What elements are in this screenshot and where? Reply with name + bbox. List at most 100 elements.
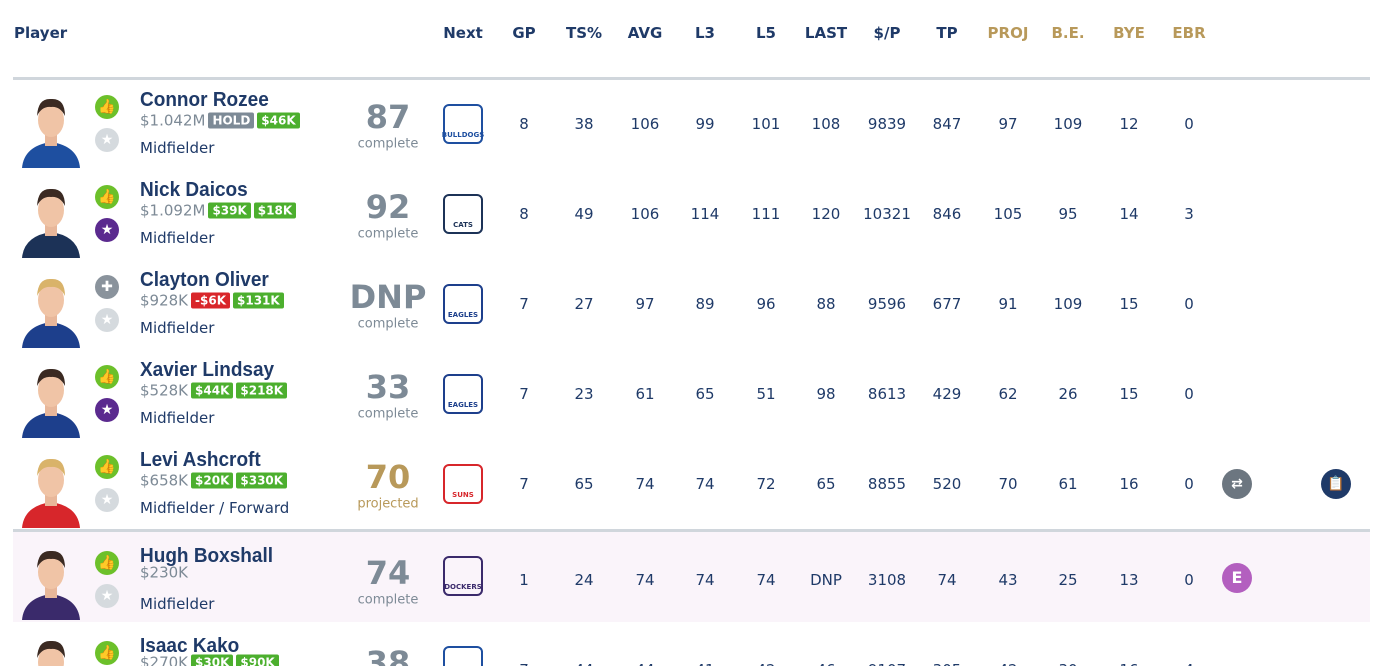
team-logo: CATS [443, 194, 483, 234]
player-avatar [18, 358, 84, 438]
stat-value: 9839 [867, 115, 907, 133]
player-name[interactable]: Clayton Oliver [140, 269, 269, 291]
player-avatar [18, 178, 84, 258]
stat-value: 677 [932, 295, 962, 313]
column-header[interactable]: L3 [695, 24, 715, 42]
column-header[interactable]: AVG [627, 24, 663, 42]
stat-value: 89 [695, 295, 715, 313]
position: Midfielder [140, 319, 215, 337]
player-name[interactable]: Levi Ashcroft [140, 449, 261, 471]
player-name[interactable]: Hugh Boxshall [140, 545, 274, 567]
position: Midfielder [140, 409, 215, 427]
team-logo: DOCKERS [443, 556, 483, 596]
swap-button[interactable]: ⇄ [1222, 469, 1252, 499]
score: 87 [365, 98, 411, 136]
status-icon[interactable]: 👍 [95, 365, 119, 389]
star-icon[interactable]: ★ [95, 308, 119, 332]
stat-value: DNP [810, 571, 842, 589]
stat-value: 74 [695, 571, 715, 589]
player-name[interactable]: Isaac Kako [140, 635, 240, 657]
star-icon[interactable]: ★ [95, 218, 119, 242]
column-header[interactable]: GP [512, 24, 536, 42]
price: $658K [140, 471, 189, 490]
stat-value: 91 [998, 295, 1018, 313]
player-name[interactable]: Connor Rozee [140, 89, 269, 111]
stat-value: 105 [993, 205, 1023, 223]
column-header[interactable]: L5 [756, 24, 776, 42]
player-header[interactable]: Player [14, 24, 68, 42]
stat-value: 15 [1119, 385, 1139, 403]
score: DNP [349, 278, 427, 316]
stat-value: 74 [937, 571, 957, 589]
stat-value: 8855 [867, 475, 907, 493]
stat-value: 95 [1058, 205, 1078, 223]
star-icon[interactable]: ★ [95, 488, 119, 512]
stat-value: 3108 [867, 571, 907, 589]
status-icon[interactable]: 👍 [95, 185, 119, 209]
column-header[interactable]: LAST [804, 24, 848, 42]
stat-value: 74 [756, 571, 776, 589]
stat-value: 42 [756, 661, 775, 666]
team-logo-text: BULLDOGS [441, 131, 485, 139]
stat-value: 97 [998, 115, 1018, 133]
price-tag: $18K [253, 202, 297, 219]
column-header[interactable]: $/P [873, 24, 901, 42]
stat-value: 41 [695, 661, 714, 666]
avatar-svg [22, 188, 80, 258]
status-icon[interactable]: 👍 [95, 95, 119, 119]
stat-value: 38 [574, 115, 594, 133]
column-header[interactable]: PROJ [987, 24, 1029, 42]
stat-value: 96 [756, 295, 776, 313]
score-status: complete [357, 316, 419, 332]
stat-value: 74 [635, 475, 655, 493]
price-line: $1.092M $39K $18K [140, 201, 297, 220]
player-name[interactable]: Xavier Lindsay [140, 359, 275, 381]
stat-value: 65 [695, 385, 715, 403]
stat-value: 51 [756, 385, 776, 403]
column-header[interactable]: B.E. [1051, 24, 1085, 42]
player-avatar [18, 630, 84, 666]
row-divider [13, 529, 1370, 532]
stat-value: 10321 [863, 205, 911, 223]
status-icon[interactable]: 👍 [95, 455, 119, 479]
stat-value: 74 [695, 475, 715, 493]
stat-value: 111 [751, 205, 781, 223]
price-tag: $44K [191, 382, 234, 399]
price-tag: $20K [191, 472, 234, 489]
stat-value: 98 [816, 385, 836, 403]
stat-value: 9596 [867, 295, 907, 313]
player-name[interactable]: Nick Daicos [140, 179, 248, 201]
stat-value: 15 [1119, 295, 1139, 313]
position: Midfielder [140, 139, 215, 157]
stat-value: 108 [811, 115, 841, 133]
price-tag: $39K [208, 202, 251, 219]
status-icon[interactable]: 👍 [95, 641, 119, 665]
column-header[interactable]: BYE [1113, 24, 1145, 42]
star-icon[interactable]: ★ [95, 584, 119, 608]
status-icon[interactable]: ✚ [95, 275, 119, 299]
stat-value: 65 [574, 475, 594, 493]
team-logo: EAGLES [443, 374, 483, 414]
price-tag: $218K [236, 382, 288, 399]
stat-value: 16 [1119, 661, 1138, 666]
score: 74 [365, 554, 411, 592]
column-header[interactable]: Next [443, 24, 483, 42]
star-icon[interactable]: ★ [95, 128, 119, 152]
column-header[interactable]: TS% [565, 24, 603, 42]
stat-value: 106 [630, 205, 660, 223]
stat-value: 43 [998, 571, 1018, 589]
stat-value: 847 [932, 115, 962, 133]
price: $528K [140, 381, 189, 400]
badge[interactable]: E [1222, 563, 1252, 593]
price-tag: $90K [236, 654, 279, 666]
team-logo: BULLDOGS [441, 104, 485, 144]
column-header[interactable]: EBR [1172, 24, 1206, 42]
star-icon[interactable]: ★ [95, 398, 119, 422]
score: 92 [365, 188, 411, 226]
stat-value: 9107 [868, 661, 906, 666]
status-icon[interactable]: 👍 [95, 551, 119, 575]
stat-value: 8613 [867, 385, 907, 403]
stat-value: 24 [574, 571, 594, 589]
notes-button[interactable]: 📋 [1321, 469, 1351, 499]
column-header[interactable]: TP [936, 24, 958, 42]
